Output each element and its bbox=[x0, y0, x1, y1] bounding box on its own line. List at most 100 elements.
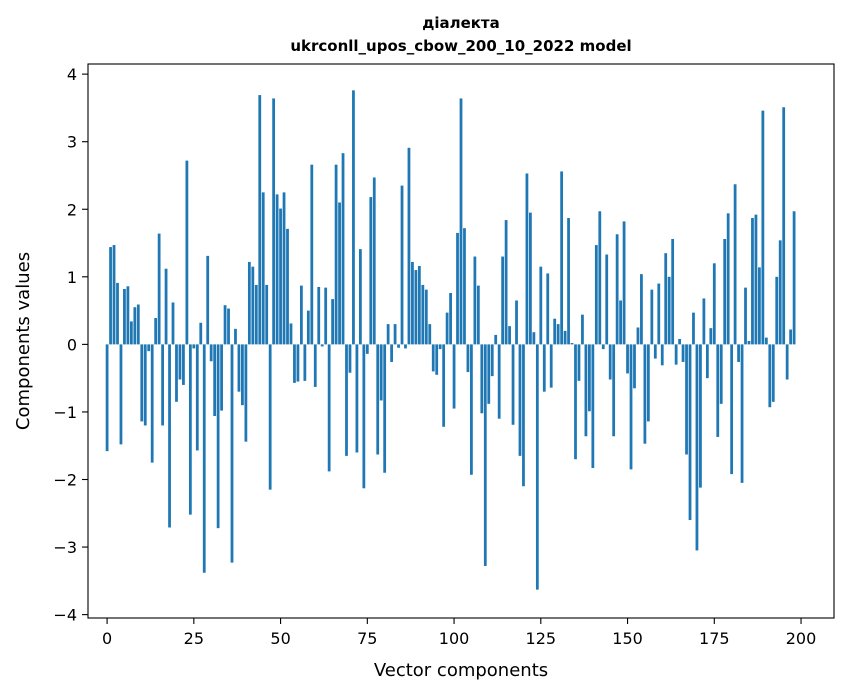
bar bbox=[424, 289, 428, 345]
bar bbox=[390, 344, 393, 362]
bar bbox=[362, 344, 366, 489]
y-tick-label: 2 bbox=[67, 200, 77, 219]
bar bbox=[674, 344, 678, 365]
bar bbox=[435, 344, 439, 375]
bar bbox=[463, 228, 466, 345]
bar bbox=[605, 254, 609, 345]
bar bbox=[619, 300, 622, 345]
bar bbox=[431, 344, 435, 372]
bar bbox=[206, 255, 210, 345]
bar bbox=[188, 344, 192, 515]
bar bbox=[466, 344, 470, 373]
bar bbox=[643, 344, 647, 444]
bar bbox=[175, 344, 178, 402]
bar bbox=[383, 344, 387, 473]
bar bbox=[254, 284, 258, 345]
x-tick-label: 50 bbox=[270, 629, 290, 648]
bar bbox=[726, 213, 730, 345]
bar bbox=[719, 344, 723, 404]
bar bbox=[168, 344, 171, 528]
bar bbox=[594, 245, 598, 345]
bar bbox=[109, 247, 112, 345]
bar bbox=[532, 332, 536, 345]
bar bbox=[529, 212, 532, 345]
x-tick-label: 100 bbox=[439, 629, 470, 648]
bar bbox=[688, 344, 692, 521]
bar bbox=[306, 310, 310, 345]
bar bbox=[744, 287, 747, 345]
bar bbox=[758, 267, 761, 345]
bar bbox=[345, 344, 348, 456]
bar bbox=[129, 321, 133, 345]
bar bbox=[633, 344, 636, 389]
bar bbox=[300, 285, 303, 345]
bar bbox=[195, 344, 199, 451]
bar bbox=[182, 344, 185, 385]
bar bbox=[511, 344, 515, 425]
x-axis-ticks: 0 25 50 75 100 125 150 175 200 bbox=[102, 618, 816, 648]
bar bbox=[123, 288, 126, 345]
bar bbox=[626, 344, 629, 374]
bar bbox=[608, 344, 612, 380]
bar bbox=[192, 344, 196, 349]
bar bbox=[789, 329, 793, 345]
bar bbox=[470, 344, 473, 475]
bar bbox=[629, 344, 633, 470]
bar bbox=[421, 284, 425, 345]
bar bbox=[452, 344, 456, 409]
bar bbox=[456, 232, 459, 345]
bar bbox=[286, 228, 289, 345]
bar bbox=[327, 344, 331, 472]
bar bbox=[268, 344, 272, 490]
bar bbox=[296, 344, 300, 382]
bar bbox=[289, 323, 293, 345]
bar bbox=[723, 238, 727, 345]
bar bbox=[487, 344, 491, 404]
bar bbox=[407, 147, 411, 345]
bar bbox=[112, 245, 116, 345]
y-axis-ticks: −4 −3 −2 −1 0 1 2 3 4 bbox=[53, 65, 88, 625]
bar bbox=[161, 344, 164, 426]
bar bbox=[692, 312, 695, 345]
bar bbox=[678, 338, 681, 345]
bar bbox=[501, 256, 505, 345]
bar bbox=[598, 211, 602, 345]
bar bbox=[699, 344, 702, 488]
bar bbox=[234, 328, 237, 345]
bar bbox=[587, 344, 591, 412]
bar bbox=[338, 202, 341, 345]
bar bbox=[303, 344, 307, 381]
bar bbox=[126, 286, 130, 345]
bar bbox=[515, 300, 518, 345]
y-axis-label: Components values bbox=[13, 252, 34, 430]
bar bbox=[761, 110, 765, 345]
bar bbox=[352, 90, 355, 345]
bar bbox=[199, 322, 203, 345]
bar bbox=[369, 197, 373, 345]
chart-title-line2: ukrconll_upos_cbow_200_10_2022 model bbox=[290, 37, 631, 55]
bar bbox=[244, 344, 248, 442]
x-tick-label: 25 bbox=[184, 629, 204, 648]
bar bbox=[751, 218, 754, 345]
bar bbox=[358, 249, 362, 345]
bar bbox=[164, 268, 168, 345]
bar bbox=[154, 318, 158, 345]
y-tick-label: −2 bbox=[53, 471, 77, 490]
bar bbox=[660, 344, 664, 366]
bar bbox=[365, 344, 369, 354]
x-tick-label: 0 bbox=[102, 629, 112, 648]
bar bbox=[556, 324, 560, 345]
bar bbox=[147, 344, 151, 352]
bar bbox=[518, 344, 522, 456]
bar bbox=[237, 344, 241, 392]
bar bbox=[712, 263, 716, 345]
bar bbox=[636, 327, 640, 345]
bar bbox=[782, 107, 786, 345]
bar bbox=[480, 344, 484, 414]
bar bbox=[449, 293, 452, 345]
bar bbox=[494, 334, 498, 345]
bar bbox=[417, 266, 421, 345]
x-tick-label: 125 bbox=[526, 629, 557, 648]
bar bbox=[702, 298, 706, 345]
y-tick-label: 0 bbox=[67, 335, 77, 354]
